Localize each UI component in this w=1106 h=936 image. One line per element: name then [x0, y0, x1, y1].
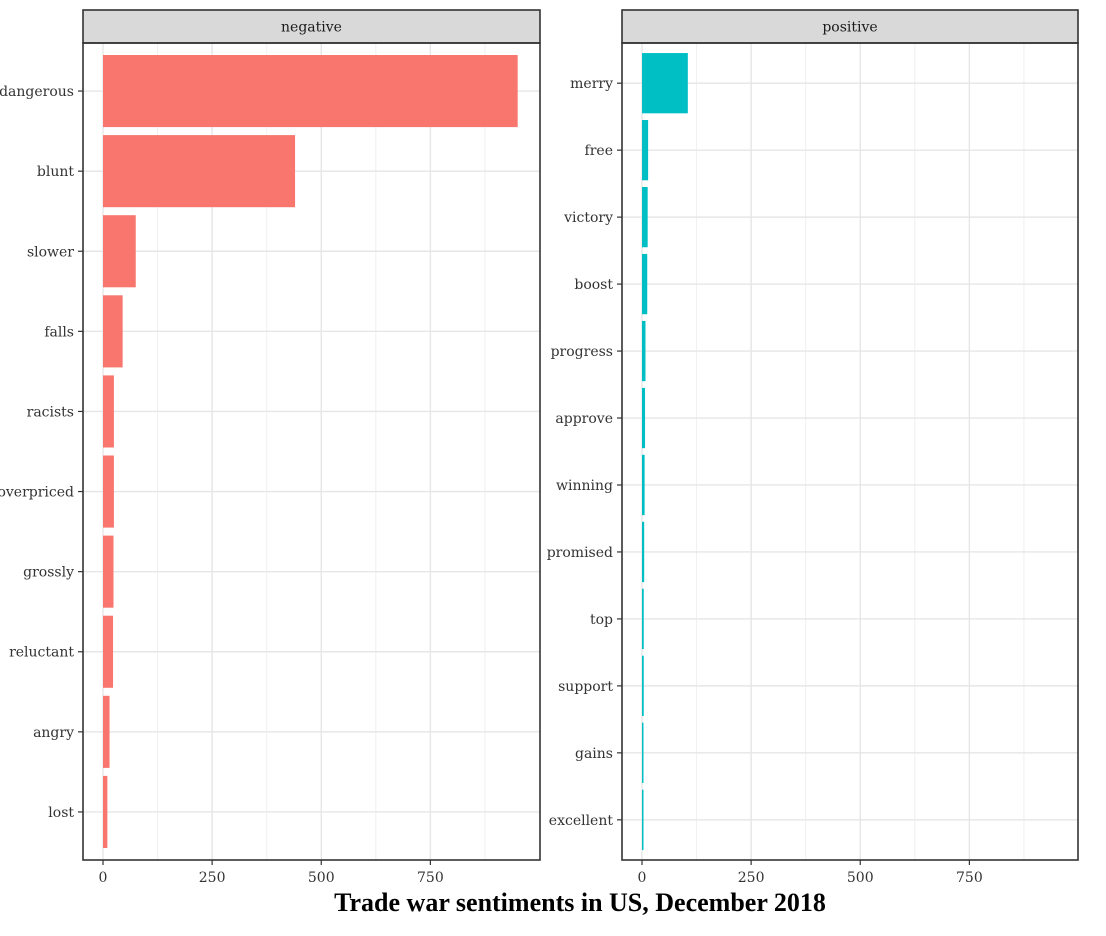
strip-negative — [82, 9, 541, 44]
panel-positive: positive merry free victory boost progress app… — [547, 9, 1079, 886]
bar-grossly[interactable] — [103, 535, 114, 608]
bar-falls[interactable] — [103, 295, 123, 368]
panel-background — [622, 43, 1078, 860]
bar-angry[interactable] — [103, 695, 110, 768]
y-tick-label-falls: falls — [44, 324, 74, 340]
y-tick-label-support: support — [558, 679, 613, 695]
x-tick-label: 0 — [99, 870, 108, 886]
strip-label-positive: positive — [822, 20, 877, 36]
x-tick-label: 250 — [738, 870, 765, 886]
x-tick-label: 250 — [199, 870, 226, 886]
panel-negative: negative dangerous blunt slower falls racists… — [0, 9, 541, 886]
bar-top[interactable] — [642, 588, 644, 650]
y-tick-label-grossly: grossly — [23, 565, 74, 581]
y-tick-label-lost: lost — [48, 805, 74, 821]
bar-winning[interactable] — [642, 454, 645, 516]
x-tick-label: 750 — [417, 870, 444, 886]
y-tick-label-victory: victory — [563, 210, 613, 226]
bar-racists[interactable] — [103, 375, 114, 448]
bar-gains[interactable] — [642, 722, 644, 783]
bar-support[interactable] — [642, 655, 644, 717]
y-tick-label-top: top — [590, 612, 613, 628]
y-tick-label-gains: gains — [575, 746, 613, 762]
bar-boost[interactable] — [642, 253, 648, 315]
bar-reluctant[interactable] — [103, 615, 114, 688]
bar-merry[interactable] — [642, 53, 688, 114]
panel-border — [621, 42, 1079, 861]
y-tick-label-blunt: blunt — [37, 164, 74, 180]
y-tick-label-dangerous: dangerous — [0, 84, 74, 100]
y-tick-label-slower: slower — [27, 244, 74, 260]
x-tick-label: 500 — [308, 870, 335, 886]
bar-overpriced[interactable] — [103, 455, 114, 528]
bar-excellent[interactable] — [642, 789, 644, 850]
panel-border — [82, 42, 541, 861]
x-tick-label: 0 — [638, 870, 647, 886]
y-tick-label-excellent: excellent — [549, 813, 614, 829]
y-tick-label-angry: angry — [33, 725, 74, 741]
y-tick-label-winning: winning — [556, 478, 613, 494]
bar-victory[interactable] — [642, 186, 648, 248]
y-tick-label-merry: merry — [570, 76, 613, 92]
y-tick-label-free: free — [585, 143, 613, 159]
y-tick-label-approve: approve — [555, 411, 613, 427]
y-tick-label-reluctant: reluctant — [9, 645, 74, 661]
x-tick-label: 750 — [956, 870, 983, 886]
bar-blunt[interactable] — [103, 135, 296, 208]
strip-label-negative: negative — [281, 20, 342, 36]
y-tick-label-progress: progress — [551, 344, 613, 360]
y-tick-label-racists: racists — [27, 404, 74, 420]
bar-promised[interactable] — [642, 521, 645, 583]
bar-dangerous[interactable] — [103, 55, 518, 128]
x-tick-label: 500 — [847, 870, 874, 886]
y-tick-label-overpriced: overpriced — [0, 485, 74, 501]
chart-title: Trade war sentiments in US, December 201… — [334, 888, 826, 917]
bar-lost[interactable] — [103, 775, 108, 848]
y-tick-label-boost: boost — [574, 277, 613, 293]
y-tick-label-promised: promised — [547, 545, 613, 561]
bar-free[interactable] — [642, 120, 649, 181]
bar-progress[interactable] — [642, 320, 646, 382]
bar-slower[interactable] — [103, 215, 136, 288]
bar-approve[interactable] — [642, 387, 646, 449]
